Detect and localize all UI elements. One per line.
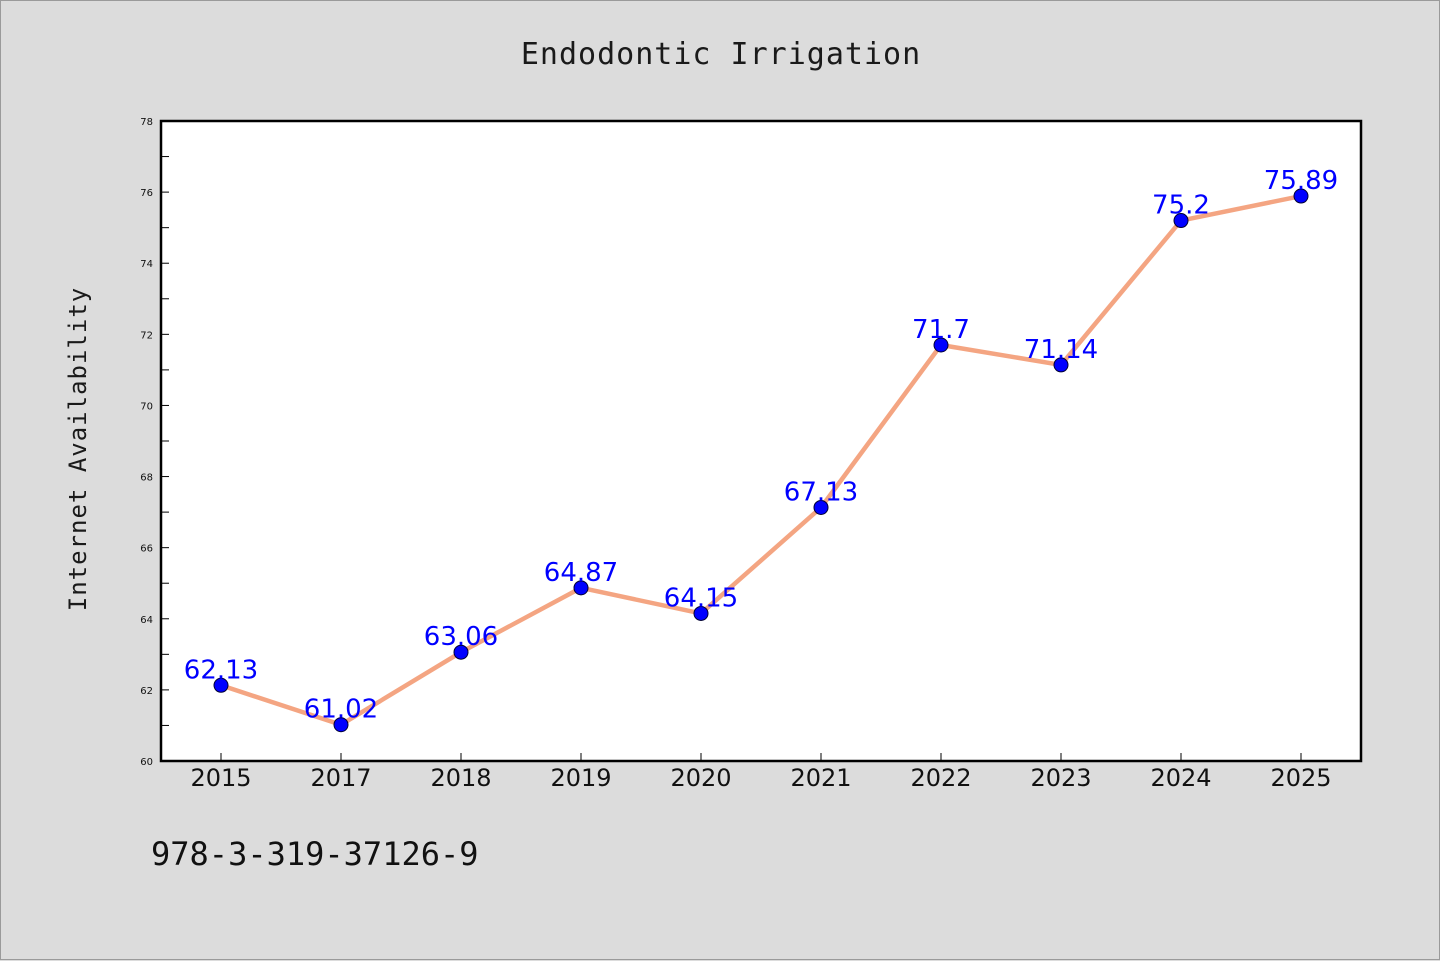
y-axis: 60 62 64 66 68 70 72 74 76 78: [140, 117, 169, 768]
x-tick-label: 2021: [790, 764, 851, 792]
data-point: [933, 337, 949, 353]
y-tick-label: 66: [140, 544, 153, 555]
data-point: [1173, 213, 1189, 229]
data-point: [1053, 357, 1069, 373]
data-point: [573, 580, 589, 596]
data-label: 64.87: [544, 558, 618, 588]
data-label: 67.13: [784, 477, 858, 507]
data-label: 75.89: [1264, 166, 1338, 196]
data-point: [813, 499, 829, 515]
data-label: 62.13: [184, 655, 258, 685]
plot-area: [159, 119, 1363, 763]
series-layer: [213, 188, 1309, 733]
x-tick-label: 2023: [1030, 764, 1091, 792]
y-tick-label: 74: [140, 259, 153, 270]
x-tick-label: 2024: [1150, 764, 1211, 792]
data-label: 61.02: [304, 695, 378, 725]
data-label: 75.2: [1152, 191, 1210, 221]
x-tick-label: 2022: [910, 764, 971, 792]
y-tick-label: 68: [140, 473, 153, 484]
x-tick-label: 2017: [310, 764, 371, 792]
footer-isbn: 978-3-319-37126-9: [151, 835, 479, 873]
chart-title: Endodontic Irrigation: [521, 37, 921, 72]
y-tick-label: 72: [140, 330, 153, 341]
data-label: 64.15: [664, 583, 738, 613]
data-point: [1293, 188, 1309, 204]
y-tick-label: 78: [140, 117, 153, 128]
x-tick-label: 2018: [430, 764, 491, 792]
data-point: [453, 644, 469, 660]
data-point: [693, 605, 709, 621]
data-label: 71.7: [912, 315, 970, 345]
data-label-layer: 62.13 61.02 63.06 64.87 64.15 67.13 71.7 71.14 7…: [184, 166, 1338, 725]
x-tick-label: 2020: [670, 764, 731, 792]
data-label: 71.14: [1024, 335, 1098, 365]
y-axis-label: Internet Availability: [64, 287, 92, 611]
y-tick-label: 76: [140, 188, 153, 199]
y-tick-label: 60: [140, 757, 153, 768]
series-line: [220, 193, 1302, 727]
x-tick-label: 2019: [550, 764, 611, 792]
y-tick-label: 62: [140, 686, 153, 697]
y-tick-label: 64: [140, 615, 153, 626]
y-tick-label: 70: [140, 401, 153, 412]
data-point: [333, 717, 349, 733]
x-tick-label: 2025: [1270, 764, 1331, 792]
x-axis: 2015 2017 2018 2019 2020 2021 2022 2023 2024 2025: [190, 753, 1332, 792]
x-tick-label: 2015: [190, 764, 251, 792]
data-label: 63.06: [424, 622, 498, 652]
data-point: [213, 677, 229, 693]
